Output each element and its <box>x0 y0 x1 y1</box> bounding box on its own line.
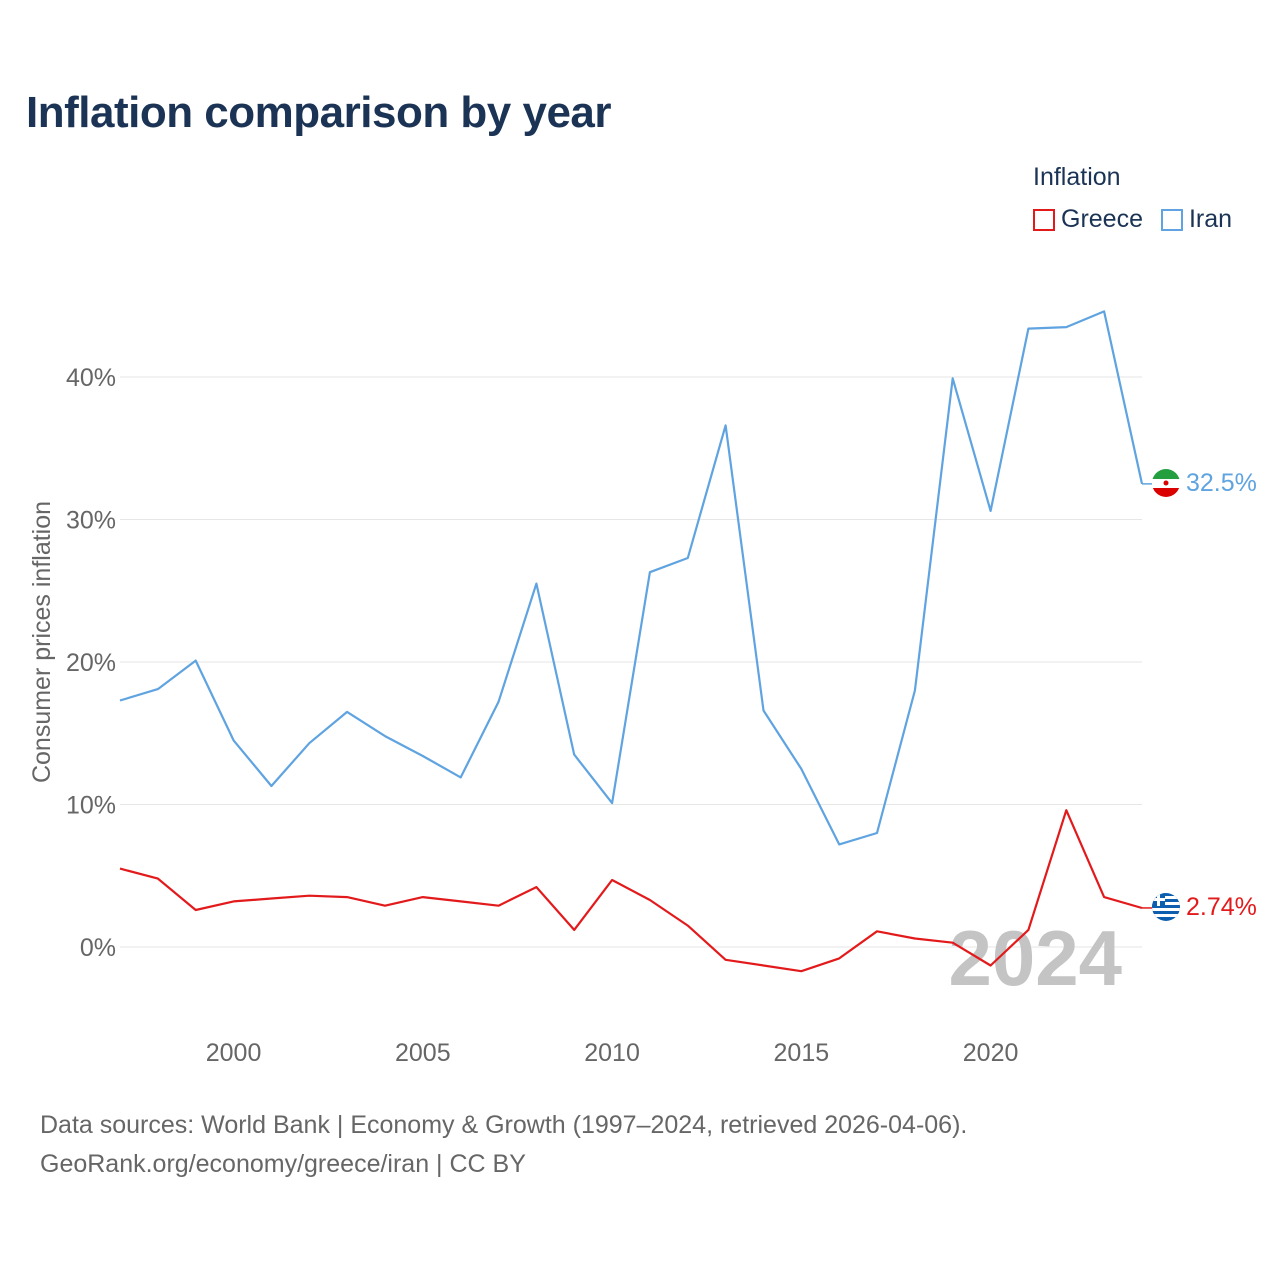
iran-end-label: 32.5% <box>1186 469 1257 497</box>
source-note: Data sources: World Bank | Economy & Gro… <box>40 1106 967 1184</box>
year-watermark: 2024 <box>948 914 1122 1002</box>
y-tick-label: 0% <box>80 934 116 962</box>
series-lines <box>119 310 1152 973</box>
legend-label-greece: Greece <box>1061 205 1143 233</box>
grid-lines <box>120 376 1142 948</box>
iran-flag-icon <box>1152 469 1180 497</box>
x-axis-ticks: 2000 2005 2010 2015 2020 <box>206 1039 1019 1067</box>
legend-swatch-greece <box>1033 208 1055 231</box>
y-tick-label: 40% <box>66 364 116 392</box>
y-tick-label: 10% <box>66 792 116 820</box>
series-line-iran <box>119 310 1144 846</box>
legend-swatch-iran <box>1160 208 1183 231</box>
legend-label-iran: Iran <box>1188 205 1233 233</box>
legend-item-iran[interactable]: Iran <box>1160 205 1233 234</box>
legend-title: Inflation <box>1033 163 1121 191</box>
legend: Greece Iran <box>1033 205 1250 234</box>
y-axis-ticks: 0% 10% 20% 30% 40% <box>66 364 116 962</box>
greece-flag-icon <box>1152 893 1180 921</box>
chart-title: Inflation comparison by year <box>26 88 612 137</box>
series-line-greece <box>119 809 1143 973</box>
x-tick-label: 2015 <box>774 1039 830 1067</box>
legend-item-greece[interactable]: Greece <box>1033 205 1143 234</box>
y-tick-label: 30% <box>66 507 116 535</box>
x-tick-label: 2005 <box>395 1039 451 1067</box>
source-line-1: Data sources: World Bank | Economy & Gro… <box>40 1111 968 1139</box>
x-tick-label: 2010 <box>584 1039 640 1067</box>
x-tick-label: 2020 <box>963 1039 1019 1067</box>
x-tick-label: 2000 <box>206 1039 262 1067</box>
greece-end-label: 2.74% <box>1186 893 1257 921</box>
y-axis-label: Consumer prices inflation <box>28 501 56 783</box>
source-line-2: GeoRank.org/economy/greece/iran | CC BY <box>40 1150 526 1178</box>
y-tick-label: 20% <box>66 649 116 677</box>
